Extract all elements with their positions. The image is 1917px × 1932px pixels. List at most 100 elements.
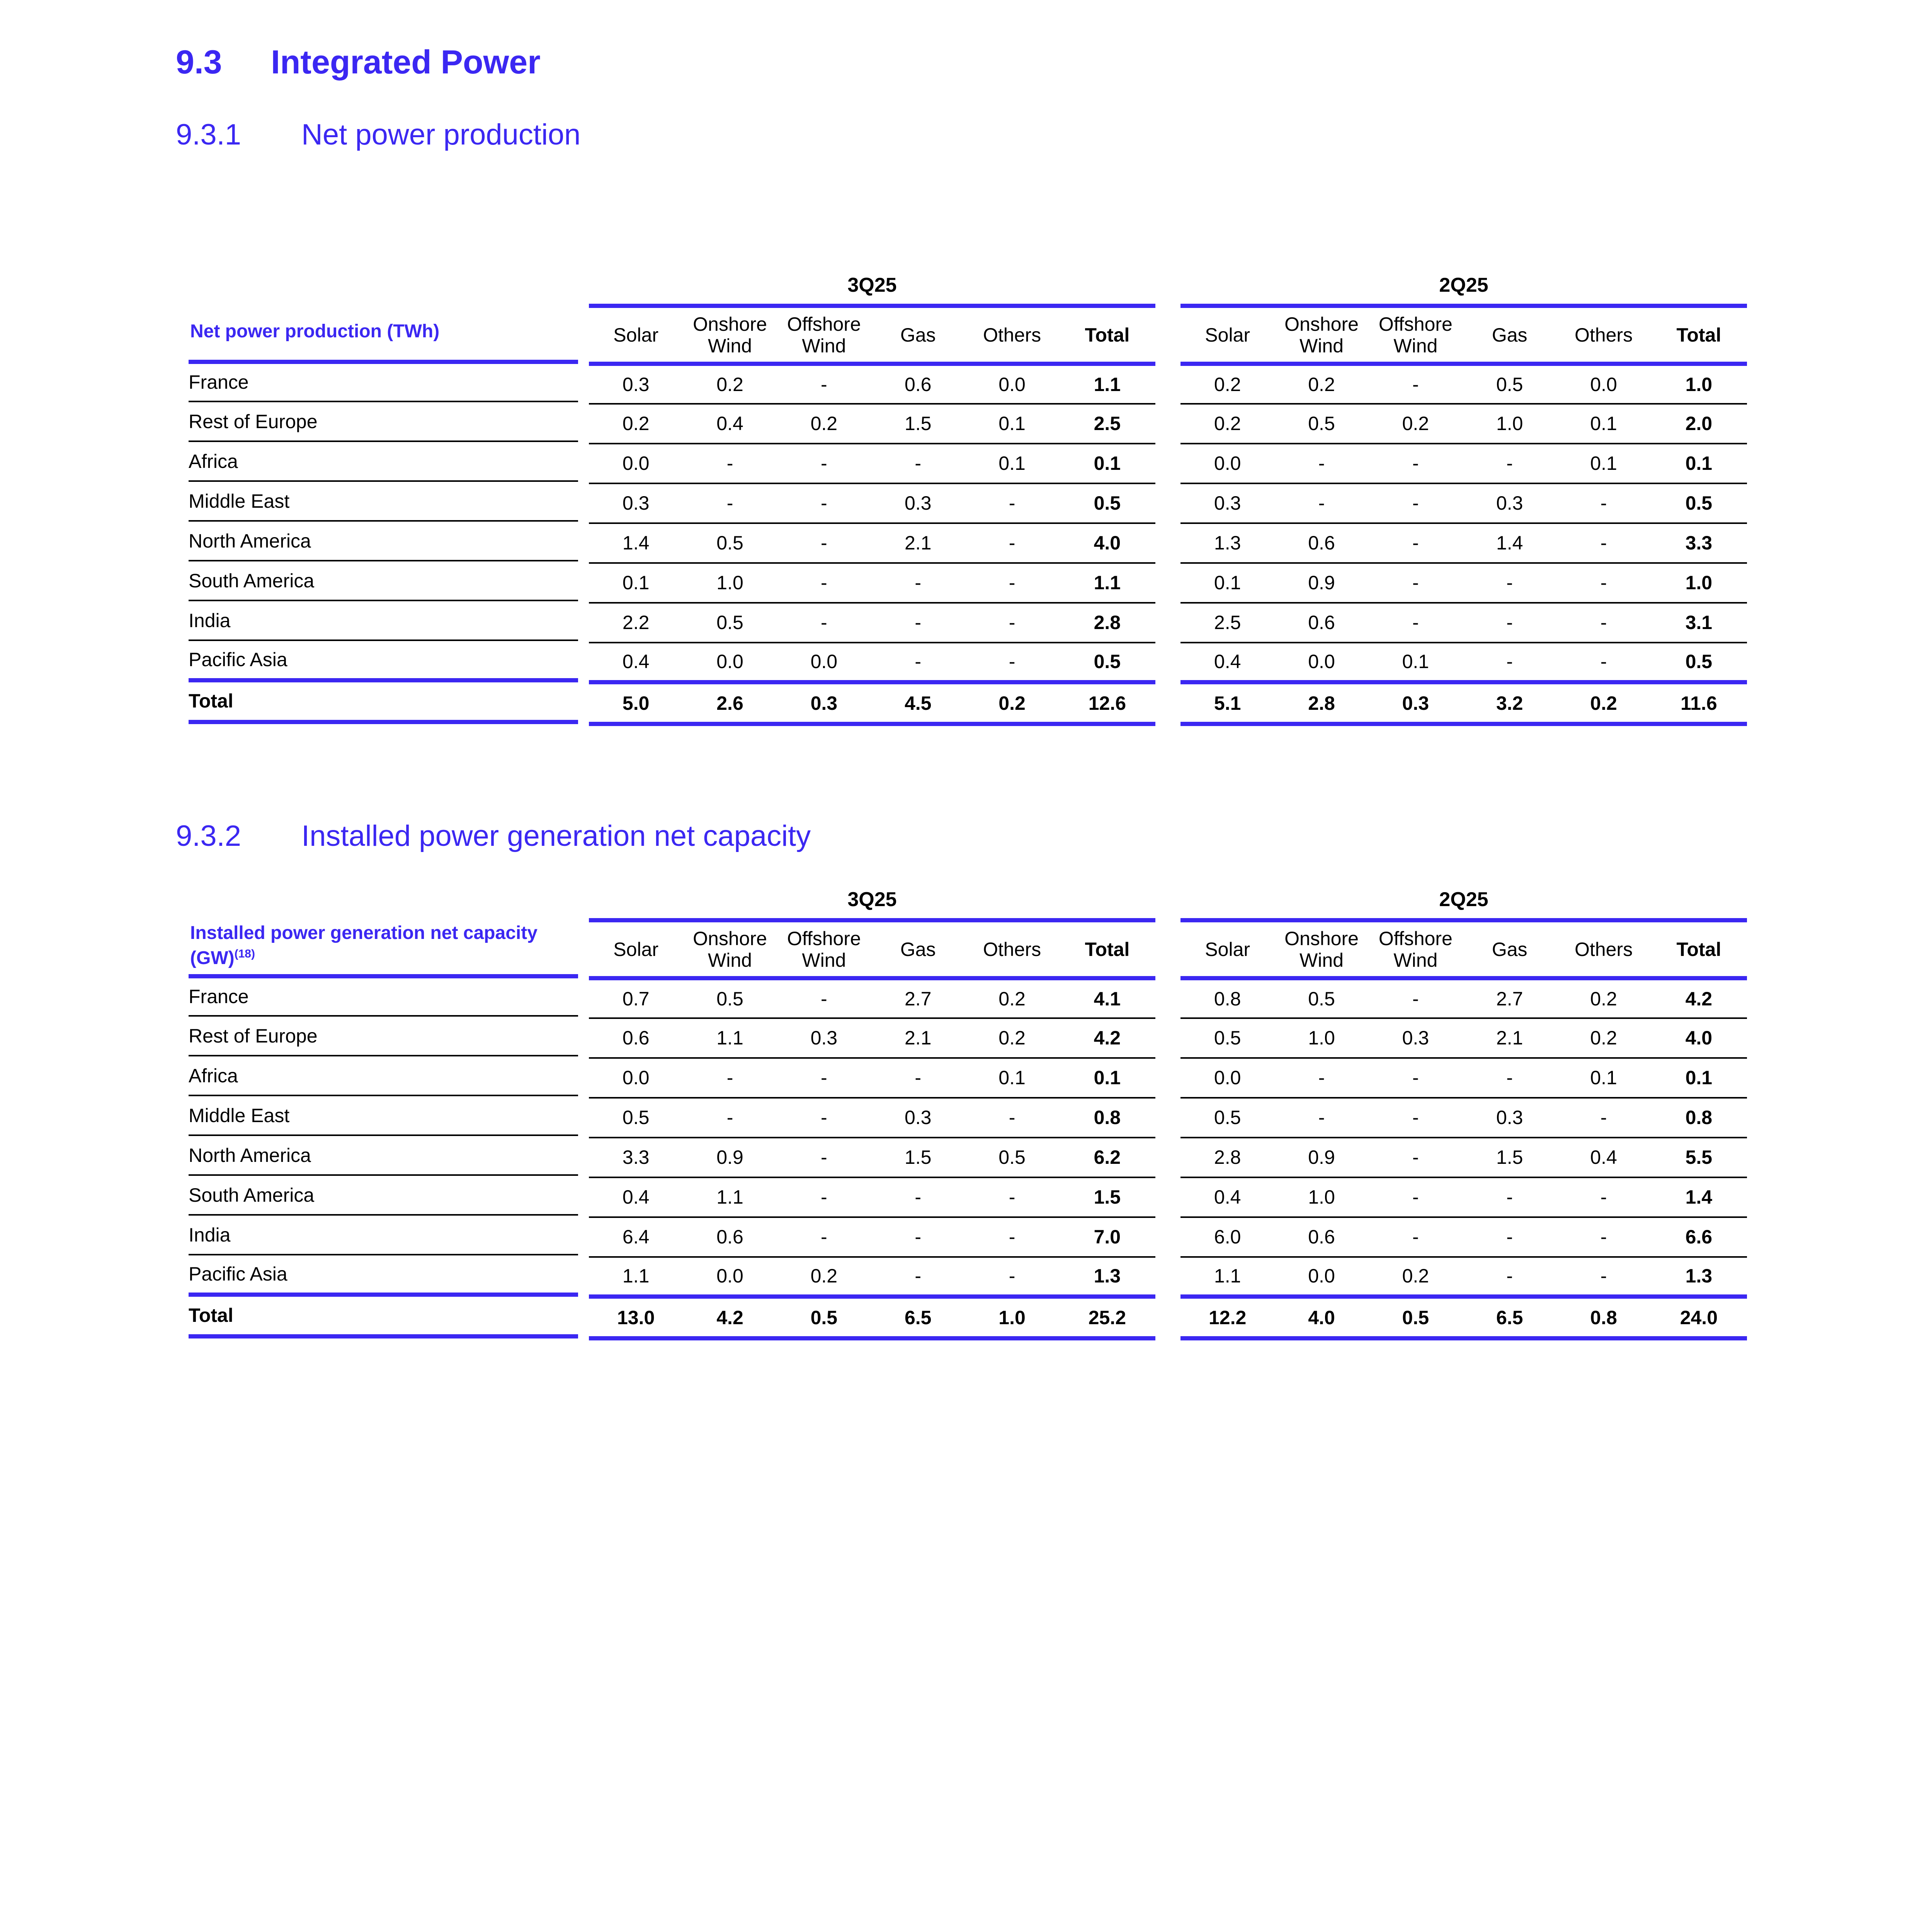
cell: 0.5	[1274, 403, 1369, 444]
cell: 1.1	[683, 1018, 777, 1059]
cell: -	[1556, 1097, 1651, 1138]
cell: -	[1463, 1177, 1557, 1218]
cell: -	[1463, 1217, 1557, 1258]
table-total-row: 12.2 4.0 0.5 6.5 0.8 24.0	[1180, 1294, 1747, 1340]
total-cell: 0.2	[965, 680, 1059, 726]
table-row: 0.3 - - 0.3 - 0.5	[1180, 483, 1747, 524]
col-header-gas: Gas	[1463, 304, 1557, 366]
row-label: India	[189, 1215, 578, 1255]
cell: -	[965, 523, 1059, 564]
total-cell: 6.5	[871, 1294, 965, 1340]
cell: 0.9	[1274, 563, 1369, 604]
table-row: South America	[189, 561, 578, 601]
table-row: 0.5 1.0 0.3 2.1 0.2 4.0	[1180, 1018, 1747, 1059]
cell-total: 4.0	[1059, 523, 1155, 564]
cell: -	[1556, 483, 1651, 524]
table-row: 0.3 0.2 - 0.6 0.0 1.1	[589, 364, 1155, 405]
cell-total: 4.0	[1650, 1018, 1747, 1059]
table-total-row: 5.0 2.6 0.3 4.5 0.2 12.6	[589, 680, 1155, 726]
cell: -	[1368, 1058, 1463, 1099]
total-cell: 0.3	[777, 680, 871, 726]
cell-total: 3.1	[1650, 602, 1747, 643]
cell: 0.1	[965, 403, 1059, 444]
table-row: Pacific Asia	[189, 640, 578, 680]
cell: 0.0	[589, 443, 683, 484]
group-title-3q25: 3Q25	[847, 888, 897, 911]
cell: -	[1506, 1265, 1513, 1287]
col-header-gas: Gas	[871, 304, 965, 366]
cell: 1.4	[589, 523, 683, 564]
cell: 2.2	[589, 602, 683, 643]
cell: -	[1274, 443, 1369, 484]
cell: -	[777, 563, 871, 604]
table-row: France	[189, 362, 578, 402]
row-label-column: Installed power generation net capacity …	[189, 918, 578, 1338]
cell: 0.5	[1274, 978, 1369, 1019]
cell-total: 0.5	[1059, 483, 1155, 524]
table-row: 0.6 1.1 0.3 2.1 0.2 4.2	[589, 1018, 1155, 1059]
cell: 0.0	[589, 1058, 683, 1099]
cell: 0.6	[589, 1018, 683, 1059]
cell: 0.2	[965, 1018, 1059, 1059]
cell: -	[915, 1265, 922, 1287]
cell: -	[871, 602, 965, 643]
subsection-title: Net power production	[301, 118, 581, 151]
cell: 0.1	[1556, 1058, 1651, 1099]
total-cell-grand: 12.6	[1059, 680, 1155, 726]
table-row: Pacific Asia	[189, 1255, 578, 1294]
table-row: 0.4 0.0 0.1 - - 0.5	[1180, 643, 1747, 682]
cell-total: 2.8	[1059, 602, 1155, 643]
col-header-total: Total	[1650, 918, 1747, 980]
cell: -	[871, 1058, 965, 1099]
cell: 0.4	[683, 403, 777, 444]
table-row: 1.3 0.6 - 1.4 - 3.3	[1180, 523, 1747, 564]
total-label: Total	[189, 678, 578, 724]
cell: -	[1368, 602, 1463, 643]
col-header-onshore-wind: Onshore Wind	[1274, 304, 1369, 366]
cell: -	[1600, 651, 1607, 673]
cell-total: 0.1	[1650, 1058, 1747, 1099]
col-header-others: Others	[1556, 304, 1651, 366]
table-row: 0.2 0.2 - 0.5 0.0 1.0	[1180, 364, 1747, 405]
cell-total: 0.1	[1650, 443, 1747, 484]
cell: -	[777, 1217, 871, 1258]
cell: 0.0	[1308, 1265, 1335, 1287]
table-row: India	[189, 1215, 578, 1255]
cell: 1.1	[622, 1265, 650, 1287]
subsection-number: 9.3.2	[176, 820, 242, 852]
cell: 0.4	[622, 651, 650, 673]
cell-total: 1.3	[1685, 1265, 1713, 1287]
total-cell: 1.0	[965, 1294, 1059, 1340]
cell: 1.0	[1274, 1177, 1369, 1218]
cell-total: 4.2	[1059, 1018, 1155, 1059]
group-header-row: 3Q25 2Q25	[0, 885, 1917, 918]
total-cell: 4.2	[683, 1294, 777, 1340]
data-group-2q25: Solar Onshore Wind Offshore Wind Gas Other…	[1180, 304, 1747, 726]
cell-total: 1.1	[1059, 364, 1155, 405]
cell: -	[965, 602, 1059, 643]
table-row: 0.2 0.4 0.2 1.5 0.1 2.5	[589, 403, 1155, 444]
cell: 0.3	[1180, 483, 1275, 524]
cell: -	[965, 1217, 1059, 1258]
net-power-production-table: 3Q25 2Q25 Net power production (TWh) Fra…	[0, 270, 1917, 771]
row-label-column: Net power production (TWh) France Rest o…	[189, 304, 578, 724]
group-title-2q25: 2Q25	[1439, 888, 1488, 911]
table-row: 1.1 0.0 0.2 - - 1.3	[589, 1257, 1155, 1297]
cell: 0.3	[589, 364, 683, 405]
group-header-row: 3Q25 2Q25	[0, 270, 1917, 304]
table-row: 2.2 0.5 - - - 2.8	[589, 602, 1155, 643]
cell: 0.5	[1463, 364, 1557, 405]
cell: -	[871, 1217, 965, 1258]
cell: 0.4	[1180, 1177, 1275, 1218]
cell: 0.0	[1556, 364, 1651, 405]
row-label: Rest of Europe	[189, 1016, 578, 1056]
data-group-3q25: Solar Onshore Wind Offshore Wind Gas Other…	[589, 304, 1155, 726]
section-title: Integrated Power	[271, 44, 541, 81]
row-label: India	[189, 600, 578, 641]
cell: 1.5	[871, 1137, 965, 1178]
table-row: 0.8 0.5 - 2.7 0.2 4.2	[1180, 978, 1747, 1019]
cell: 0.3	[777, 1018, 871, 1059]
total-cell: 6.5	[1463, 1294, 1557, 1340]
cell: 0.9	[1274, 1137, 1369, 1178]
col-header-gas: Gas	[1463, 918, 1557, 980]
